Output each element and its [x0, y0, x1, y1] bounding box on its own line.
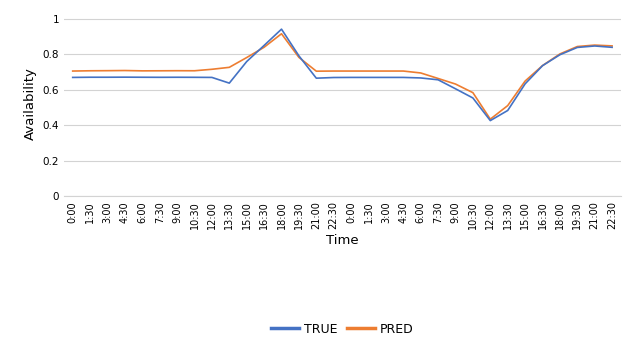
PRED: [556, 52, 564, 56]
TRUE: [573, 45, 581, 49]
PRED: [591, 43, 598, 47]
Legend: TRUE, PRED: TRUE, PRED: [266, 317, 419, 338]
TRUE: [452, 87, 460, 91]
TRUE: [208, 75, 216, 79]
TRUE: [86, 75, 94, 79]
PRED: [225, 65, 233, 69]
PRED: [348, 69, 355, 73]
TRUE: [330, 75, 337, 79]
PRED: [504, 103, 511, 107]
TRUE: [521, 82, 529, 86]
TRUE: [382, 75, 390, 79]
PRED: [121, 69, 129, 73]
PRED: [138, 69, 146, 73]
TRUE: [138, 75, 146, 79]
PRED: [399, 69, 407, 73]
TRUE: [156, 75, 164, 79]
TRUE: [260, 43, 268, 47]
TRUE: [365, 75, 372, 79]
TRUE: [348, 75, 355, 79]
TRUE: [435, 78, 442, 82]
PRED: [365, 69, 372, 73]
PRED: [278, 32, 285, 36]
PRED: [608, 44, 616, 48]
PRED: [69, 69, 77, 73]
PRED: [86, 69, 94, 73]
PRED: [330, 69, 337, 73]
TRUE: [486, 119, 494, 123]
TRUE: [278, 27, 285, 31]
PRED: [382, 69, 390, 73]
TRUE: [191, 75, 198, 79]
PRED: [191, 69, 198, 73]
PRED: [539, 64, 547, 68]
Line: TRUE: TRUE: [73, 29, 612, 121]
TRUE: [173, 75, 181, 79]
TRUE: [469, 96, 477, 100]
PRED: [243, 55, 250, 59]
PRED: [295, 55, 303, 59]
X-axis label: Time: Time: [326, 235, 358, 247]
PRED: [173, 69, 181, 73]
PRED: [573, 45, 581, 49]
TRUE: [243, 59, 250, 64]
PRED: [452, 82, 460, 86]
Y-axis label: Availability: Availability: [24, 67, 37, 140]
TRUE: [121, 75, 129, 79]
PRED: [435, 76, 442, 80]
TRUE: [591, 44, 598, 48]
PRED: [521, 79, 529, 83]
TRUE: [539, 64, 547, 68]
TRUE: [225, 81, 233, 85]
PRED: [417, 71, 424, 75]
PRED: [486, 117, 494, 121]
PRED: [312, 69, 320, 73]
TRUE: [69, 75, 77, 79]
TRUE: [399, 75, 407, 79]
PRED: [156, 69, 164, 73]
TRUE: [104, 75, 111, 79]
TRUE: [295, 54, 303, 58]
PRED: [208, 67, 216, 71]
TRUE: [608, 45, 616, 49]
TRUE: [504, 108, 511, 113]
PRED: [104, 69, 111, 73]
PRED: [469, 91, 477, 95]
TRUE: [417, 76, 424, 80]
TRUE: [312, 76, 320, 80]
Line: PRED: PRED: [73, 34, 612, 119]
PRED: [260, 45, 268, 49]
TRUE: [556, 53, 564, 57]
